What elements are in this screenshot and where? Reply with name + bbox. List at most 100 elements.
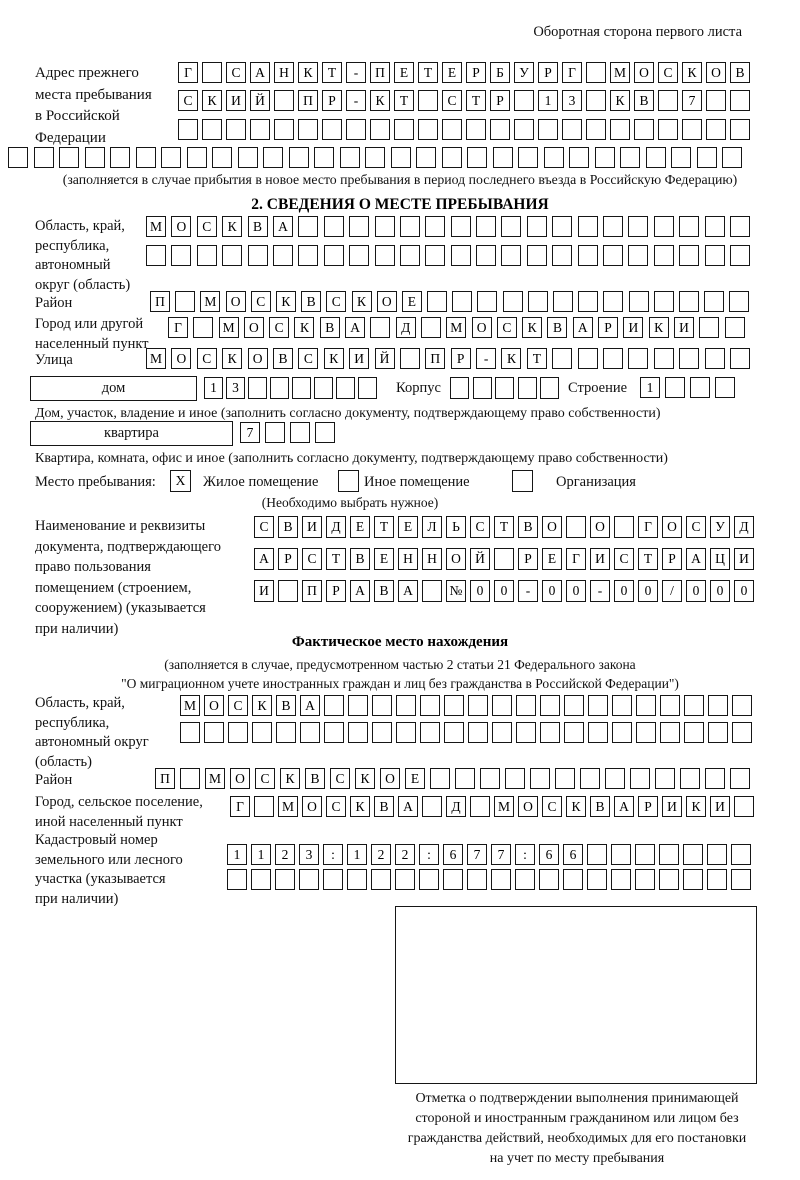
form-cell[interactable]: С — [302, 548, 322, 570]
form-cell[interactable] — [729, 216, 750, 237]
form-cell[interactable]: Р — [278, 548, 298, 570]
form-cell[interactable] — [708, 722, 728, 743]
form-cell[interactable]: Е — [542, 548, 562, 570]
form-cell[interactable] — [658, 119, 678, 140]
form-cell[interactable]: В — [374, 796, 394, 817]
form-cell[interactable]: - — [346, 62, 366, 83]
form-cell[interactable]: М — [610, 62, 630, 83]
form-cell[interactable]: 0 — [542, 580, 562, 602]
form-cell[interactable] — [298, 216, 319, 237]
form-cell[interactable] — [323, 869, 343, 890]
form-cell[interactable] — [518, 147, 538, 168]
form-cell[interactable] — [630, 768, 650, 789]
form-cell[interactable] — [653, 291, 674, 312]
form-cell[interactable]: Й — [374, 348, 395, 369]
form-cell[interactable]: К — [648, 317, 669, 338]
form-cell[interactable] — [705, 768, 725, 789]
form-cell[interactable]: С — [226, 62, 246, 83]
form-cell[interactable] — [372, 722, 392, 743]
form-cell[interactable]: С — [658, 62, 678, 83]
form-cell[interactable] — [552, 245, 573, 266]
form-cell[interactable] — [252, 722, 272, 743]
form-cell[interactable]: Т — [638, 548, 658, 570]
form-cell[interactable] — [731, 844, 751, 865]
form-cell[interactable] — [193, 317, 214, 338]
form-cell[interactable] — [490, 119, 510, 140]
form-cell[interactable] — [420, 317, 441, 338]
form-cell[interactable]: Ц — [710, 548, 730, 570]
form-cell[interactable] — [578, 291, 599, 312]
form-cell[interactable] — [586, 62, 606, 83]
form-cell[interactable]: С — [496, 317, 517, 338]
form-cell[interactable] — [450, 377, 469, 399]
form-cell[interactable]: О — [225, 291, 246, 312]
form-cell[interactable] — [671, 147, 691, 168]
form-cell[interactable] — [543, 147, 564, 168]
form-cell[interactable]: Т — [322, 62, 342, 83]
form-cell[interactable]: А — [250, 62, 270, 83]
form-cell[interactable] — [299, 869, 319, 890]
form-cell[interactable]: С — [298, 348, 319, 369]
form-cell[interactable] — [564, 695, 584, 716]
form-cell[interactable] — [178, 119, 198, 140]
form-cell[interactable]: А — [572, 317, 593, 338]
form-cell[interactable] — [538, 119, 558, 140]
form-cell[interactable] — [202, 62, 222, 83]
form-cell[interactable] — [730, 119, 750, 140]
form-cell[interactable]: У — [514, 62, 534, 83]
form-cell[interactable]: Г — [230, 796, 250, 817]
form-cell[interactable] — [552, 216, 573, 237]
form-cell[interactable]: 0 — [710, 580, 730, 602]
form-cell[interactable] — [275, 869, 295, 890]
form-cell[interactable]: Т — [526, 348, 547, 369]
form-cell[interactable] — [553, 291, 573, 312]
form-cell[interactable]: С — [542, 796, 562, 817]
form-cell[interactable] — [683, 869, 703, 890]
form-cell[interactable] — [455, 768, 475, 789]
form-cell[interactable]: 6 — [539, 844, 559, 865]
form-cell[interactable] — [468, 722, 488, 743]
form-cell[interactable]: М — [146, 216, 166, 237]
form-cell[interactable] — [516, 695, 536, 716]
form-cell[interactable]: А — [398, 580, 418, 602]
form-cell[interactable]: 1 — [251, 844, 271, 865]
form-cell[interactable] — [603, 216, 624, 237]
form-cell[interactable] — [653, 245, 674, 266]
form-cell[interactable] — [514, 119, 534, 140]
form-cell[interactable] — [180, 768, 200, 789]
form-cell[interactable]: К — [275, 291, 296, 312]
form-cell[interactable] — [706, 119, 726, 140]
form-cell[interactable]: В — [374, 580, 394, 602]
form-cell[interactable]: Н — [422, 548, 442, 570]
form-cell[interactable] — [8, 147, 28, 168]
form-cell[interactable] — [336, 377, 355, 399]
form-cell[interactable] — [514, 90, 534, 111]
form-cell[interactable] — [444, 722, 464, 743]
form-cell[interactable]: 1 — [227, 844, 247, 865]
form-cell[interactable] — [696, 147, 717, 168]
form-cell[interactable]: А — [614, 796, 634, 817]
form-cell[interactable]: О — [230, 768, 250, 789]
form-cell[interactable] — [628, 245, 649, 266]
form-cell[interactable] — [237, 147, 258, 168]
form-cell[interactable]: 2 — [395, 844, 415, 865]
form-cell[interactable]: 0 — [614, 580, 634, 602]
form-cell[interactable] — [704, 216, 725, 237]
form-cell[interactable]: В — [305, 768, 325, 789]
form-cell[interactable] — [288, 147, 309, 168]
form-cell[interactable] — [526, 245, 547, 266]
form-cell[interactable]: А — [300, 695, 320, 716]
form-cell[interactable] — [707, 869, 727, 890]
form-cell[interactable] — [603, 245, 624, 266]
form-cell[interactable] — [418, 90, 438, 111]
form-cell[interactable] — [365, 147, 385, 168]
form-cell[interactable] — [660, 695, 680, 716]
form-cell[interactable] — [704, 291, 725, 312]
form-cell[interactable] — [265, 422, 285, 443]
form-cell[interactable]: 3 — [226, 377, 245, 399]
form-cell[interactable] — [196, 245, 217, 266]
form-cell[interactable]: С — [686, 516, 706, 538]
form-cell[interactable] — [274, 90, 294, 111]
form-cell[interactable]: И — [710, 796, 730, 817]
form-cell[interactable] — [614, 516, 634, 538]
